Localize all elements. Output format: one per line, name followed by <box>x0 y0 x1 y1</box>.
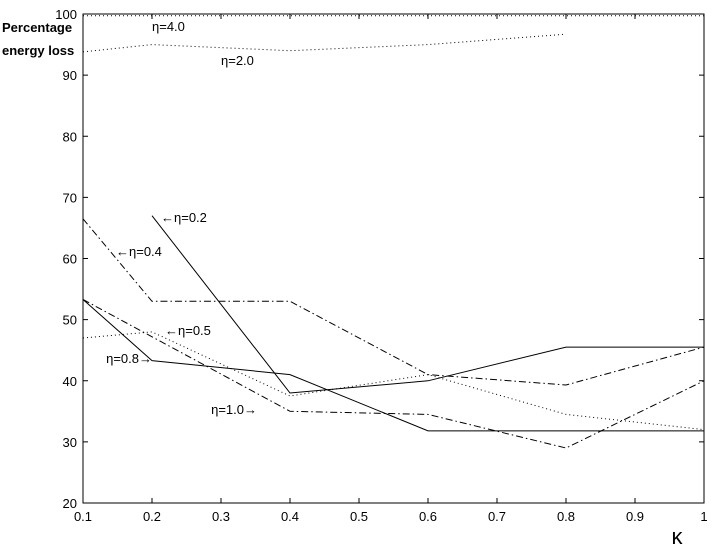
series-line--1-0 <box>82 299 705 449</box>
series-annotations: η=4.0 η=2.0 ←η=0.2 ←η=0.4 ←η=0.5 η=0.8→ η=1.0→ <box>106 19 257 417</box>
x-tick-label: 0.8 <box>557 509 575 524</box>
y-tick-label: 90 <box>63 68 77 83</box>
y-tick-label: 20 <box>63 496 77 511</box>
x-tick-label: 0.7 <box>488 509 506 524</box>
series-line--0-4 <box>82 218 705 386</box>
y-tick-label: 40 <box>63 374 77 389</box>
y-tick-label: 60 <box>63 252 77 267</box>
x-axis-label: κ <box>672 524 684 549</box>
series-annotation: η=1.0→ <box>211 402 257 417</box>
y-tick-label: 30 <box>63 435 77 450</box>
x-tick-label: 0.4 <box>281 509 299 524</box>
series-line--2-0 <box>82 33 567 53</box>
x-tick-label: 0.6 <box>419 509 437 524</box>
series-line--0-5 <box>82 331 705 431</box>
y-axis-label-line-2: energy loss <box>2 43 75 58</box>
x-tick-label: 0.2 <box>143 509 161 524</box>
series-annotation: ←η=0.5 <box>165 323 211 338</box>
axis-ticks: 0.1 0.2 0.3 0.4 0.5 0.6 0.7 0.8 0.9 1 20 30 40 50 60 70… <box>55 7 707 524</box>
series-annotation: η=2.0 <box>221 53 254 68</box>
y-tick-label: 100 <box>55 7 77 22</box>
series-lines <box>82 15 705 449</box>
y-tick-label: 80 <box>63 129 77 144</box>
series-annotation: η=0.8→ <box>106 351 152 366</box>
plot-frame <box>82 13 705 504</box>
y-axis-label-line-1: Percentage <box>2 20 73 35</box>
x-tick-label: 0.5 <box>350 509 368 524</box>
series-annotation: η=4.0 <box>152 19 185 34</box>
y-tick-label: 70 <box>63 190 77 205</box>
x-tick-label: 0.3 <box>212 509 230 524</box>
x-tick-label: 1 <box>700 509 707 524</box>
x-tick-label: 0.1 <box>74 509 92 524</box>
series-line--0-2 <box>151 215 704 394</box>
series-line--0-8 <box>82 299 704 432</box>
y-tick-label: 50 <box>63 313 77 328</box>
series-annotation: ←η=0.2 <box>161 210 207 225</box>
series-annotation: ←η=0.4 <box>116 244 162 259</box>
x-tick-label: 0.9 <box>626 509 644 524</box>
